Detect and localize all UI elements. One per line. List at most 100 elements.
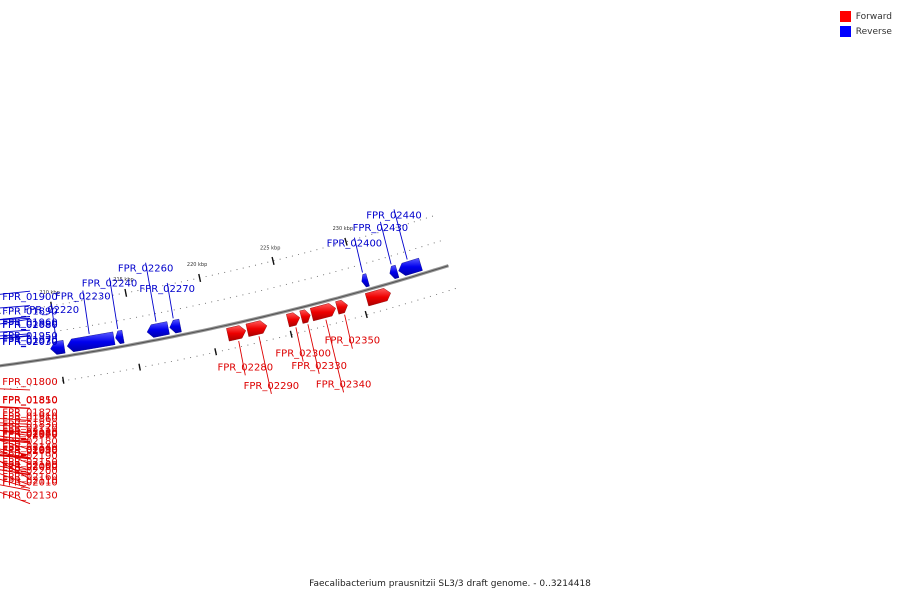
guide-dot [135, 316, 138, 318]
guide-dot [253, 343, 255, 345]
guide-dot [310, 329, 312, 331]
forward-gene-label: FPR_01920 [2, 429, 58, 440]
reverse-gene-label: FPR_02440 [366, 210, 422, 221]
backbone-core [0, 265, 449, 367]
guide-dot [429, 295, 431, 297]
forward-gene-label: FPR_02040 [2, 446, 58, 457]
guide-dot [390, 255, 392, 257]
guide-dot [202, 354, 204, 356]
guide-dot [170, 360, 172, 363]
guide-dot [404, 303, 406, 305]
guide-dot [384, 257, 386, 259]
guide-dot [353, 239, 355, 241]
guide-dot [254, 291, 256, 293]
gene-leader-line [109, 277, 119, 329]
forward-gene-label: FPR_02050 [2, 462, 58, 473]
guide-dot [383, 230, 385, 232]
reverse-gene-arrow [389, 264, 400, 280]
guide-dot [37, 307, 39, 309]
guide-dot [177, 359, 179, 361]
guide-dot [68, 379, 70, 381]
legend: Forward Reverse [839, 9, 892, 39]
kbp-ticks: 150 kbp155 kbp160 kbp165 kbp170 kbp175 k… [39, 226, 368, 384]
guide-dot [409, 249, 411, 251]
guide-dot [298, 332, 300, 334]
guide-dot [413, 221, 415, 223]
forward-gene-arrow [364, 288, 391, 307]
guide-dot [401, 224, 403, 227]
guide-dot [211, 274, 213, 276]
guide-dot [365, 235, 367, 237]
reverse-gene-label: FPR_02030 [2, 337, 58, 348]
guide-dot [142, 315, 144, 317]
guide-dot [396, 253, 399, 255]
reverse-gene-label: FPR_02230 [55, 292, 111, 303]
legend-forward: Forward [839, 9, 892, 24]
guide-dot [190, 357, 192, 359]
guide-dot [123, 319, 125, 321]
reverse-gene-arrow [361, 273, 370, 288]
forward-gene-label: FPR_01830 [2, 420, 58, 431]
kbp-tick-label: 210 kbp [39, 290, 59, 296]
forward-gene-label: FPR_02280 [218, 362, 274, 373]
guide-dot [240, 345, 243, 348]
guide-dot [254, 264, 257, 266]
guide-dot [267, 288, 269, 290]
reverse-gene-label: FPR_02430 [353, 223, 409, 234]
reverse-gene-arrow [398, 257, 423, 276]
forward-gene-arrow [299, 309, 311, 324]
guide-dot [99, 296, 102, 299]
guide-dot [236, 295, 238, 297]
reverse-gene-label: FPR_01970 [2, 335, 58, 346]
guide-dot [273, 286, 275, 289]
guide-dot [126, 369, 128, 371]
guide-dot [247, 344, 249, 346]
guide-dot [340, 242, 342, 244]
reverse-gene-label: FPR_01880 [2, 319, 58, 330]
reverse-gene-label: FPR_02220 [24, 305, 80, 316]
guide-dot [341, 269, 343, 271]
gene-arrows [50, 257, 423, 355]
guide-dot [423, 297, 425, 299]
reverse-gene-label: FPR_01950 [2, 331, 58, 342]
guide-dot [158, 363, 160, 365]
guide-dot [187, 279, 189, 282]
guide-dot [316, 249, 318, 251]
guide-dot [131, 291, 133, 293]
guide-dot [261, 289, 263, 292]
kbp-tick [344, 237, 348, 246]
guide-dot [151, 364, 153, 366]
guide-dot [379, 310, 381, 312]
forward-gene-label: FPR_02060 [2, 429, 58, 440]
guide-dot [266, 340, 268, 342]
guide-dot [73, 327, 75, 330]
reverse-gene-label: FPR_02070 [2, 336, 58, 347]
guide-dot [322, 247, 324, 249]
guide-dot [6, 311, 8, 313]
guide-dot [411, 301, 413, 303]
guide-dot [316, 275, 318, 277]
guide-dot [104, 322, 106, 324]
guide-dot [395, 226, 397, 228]
guide-dot [304, 252, 306, 254]
forward-gene-label: FPR_02290 [244, 381, 300, 392]
reverse-gene-label: FPR_01960 [2, 318, 58, 329]
legend-reverse-label: Reverse [855, 26, 892, 37]
forward-gene-label: FPR_01820 [2, 408, 58, 419]
guide-dot [361, 315, 363, 317]
guide-dot [35, 333, 37, 336]
guide-dot [12, 310, 14, 313]
forward-gene-arrow [226, 325, 247, 342]
reverse-gene-arrow [50, 340, 66, 355]
guide-dot [323, 274, 325, 276]
forward-gene-label: FPR_01930 [2, 446, 58, 457]
forward-gene-label: FPR_02190 [2, 451, 58, 462]
kbp-tick-outer [138, 363, 141, 371]
guide-dot [377, 232, 379, 234]
guide-dot [448, 290, 450, 292]
guide-dot [180, 281, 182, 283]
forward-gene-label: FPR_01800 [2, 377, 58, 388]
guide-dot [162, 285, 164, 287]
guide-dot [248, 292, 250, 294]
guide-dot [298, 280, 300, 282]
